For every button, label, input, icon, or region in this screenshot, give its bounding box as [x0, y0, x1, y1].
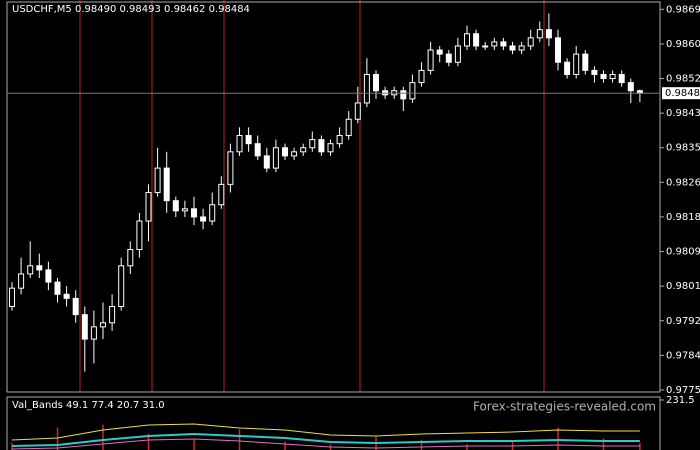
- indicator-line: [11, 423, 640, 441]
- candle-body: [545, 29, 552, 39]
- candle-body: [373, 73, 379, 92]
- candle-body: [72, 297, 79, 316]
- indicator-line: [11, 438, 640, 450]
- candle-body: [272, 147, 279, 169]
- candle-body: [291, 151, 298, 157]
- candle-body: [63, 293, 70, 299]
- candle-body: [618, 73, 625, 84]
- candle-body: [491, 41, 498, 47]
- candle-body: [555, 37, 561, 63]
- current-price-label: 0.98484: [665, 88, 700, 99]
- candle-body: [181, 208, 188, 212]
- candle-body: [518, 45, 525, 51]
- indicator-label: Val_Bands 49.1 77.4 20.7 31.0: [12, 400, 165, 411]
- candle-body: [600, 73, 607, 80]
- candle-body: [363, 73, 370, 104]
- chart-title: USDCHF,M5 0.98490 0.98493 0.98462 0.9848…: [12, 4, 250, 15]
- indicator-frame: [6, 396, 661, 450]
- candle-body: [90, 326, 97, 340]
- y-tick-label: 0.98265: [666, 177, 700, 188]
- candle-body: [118, 265, 125, 308]
- candle-body: [309, 139, 316, 149]
- candle-body: [336, 135, 343, 145]
- candle-body: [482, 45, 489, 48]
- main-frame: [6, 1, 661, 393]
- candle-body: [427, 49, 434, 71]
- candle-body: [36, 265, 43, 271]
- y-tick-label: 0.98435: [666, 108, 700, 119]
- candle-body: [145, 192, 152, 222]
- candle-body: [191, 208, 197, 218]
- candle-body: [263, 155, 270, 169]
- candle-body: [282, 147, 288, 157]
- candle-body: [236, 135, 243, 153]
- candle-body: [564, 61, 571, 75]
- candle-body: [627, 82, 634, 92]
- candle-body: [18, 273, 25, 289]
- candle-body: [536, 29, 543, 39]
- candle-body: [318, 139, 325, 153]
- candle-body: [27, 265, 34, 275]
- candle-body: [445, 53, 452, 63]
- candle-body: [591, 69, 598, 75]
- candle-body: [163, 167, 170, 202]
- candle-body: [227, 151, 234, 185]
- candle-body: [200, 216, 207, 222]
- candle-body: [573, 53, 580, 75]
- y-tick-label: 0.98095: [666, 247, 700, 258]
- indicator-tick-label: 231.5: [666, 395, 695, 406]
- candle-body: [418, 69, 425, 84]
- candle-body: [100, 322, 106, 328]
- candle-body: [464, 33, 470, 47]
- candle-body: [582, 53, 589, 71]
- watermark: Forex-strategies-revealed.com: [473, 400, 656, 414]
- candle-body: [136, 220, 143, 251]
- candle-body: [45, 269, 52, 283]
- candle-body: [345, 118, 352, 137]
- candle-body: [81, 314, 88, 340]
- candle-body: [409, 82, 416, 100]
- candle-body: [400, 90, 407, 100]
- candle-body: [245, 135, 252, 145]
- candle-body: [218, 183, 225, 206]
- y-tick-label: 0.97755: [666, 385, 700, 396]
- indicator-plot: [11, 423, 641, 450]
- candle-body: [436, 49, 443, 55]
- candle-body: [254, 143, 261, 157]
- candle-body: [9, 287, 15, 308]
- y-tick-label: 0.97925: [666, 316, 700, 327]
- candle-body: [327, 143, 334, 153]
- candle-body: [127, 249, 134, 267]
- candle-body: [154, 167, 161, 194]
- candle-body: [527, 37, 534, 47]
- candle-body: [609, 73, 616, 80]
- candle-body: [172, 200, 179, 212]
- current-price-box: [662, 87, 700, 100]
- y-tick-label: 0.98605: [666, 39, 700, 50]
- candle-body: [54, 281, 61, 295]
- candle-body: [209, 204, 216, 222]
- candle-body: [473, 33, 480, 47]
- candle-body: [354, 102, 361, 120]
- indicator-line: [11, 432, 640, 447]
- candle-body: [300, 147, 307, 153]
- candle-body: [109, 306, 116, 324]
- candle-body: [509, 45, 516, 51]
- candle-body: [454, 45, 461, 63]
- candle-body: [500, 41, 507, 47]
